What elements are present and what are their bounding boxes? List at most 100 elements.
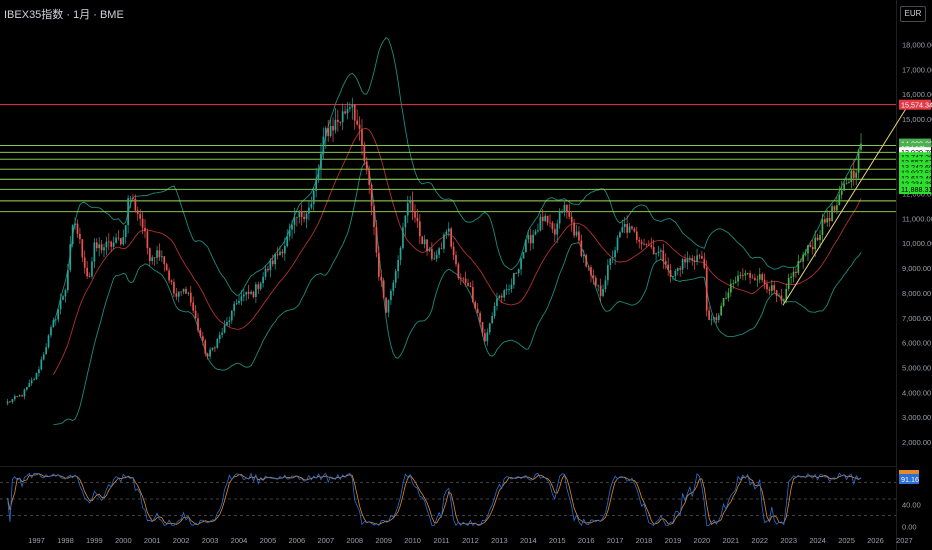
candle-body	[635, 231, 638, 240]
candle-body	[713, 317, 715, 320]
candle-body	[693, 260, 696, 262]
candle-body	[455, 255, 457, 265]
candle-body	[57, 309, 60, 320]
moving-average	[52, 128, 862, 375]
candle-body	[672, 276, 674, 277]
time-tick-label: 2006	[289, 536, 306, 545]
candle-body	[785, 288, 788, 300]
price-tick-label: 7,000.00	[902, 314, 931, 323]
candle-body	[226, 321, 228, 326]
candle-body	[667, 264, 669, 271]
candle-body	[136, 210, 139, 214]
candle-body	[341, 111, 344, 123]
candle-body	[768, 289, 771, 291]
candle-body	[276, 254, 279, 256]
candle-body	[134, 198, 137, 211]
candle-body	[257, 284, 260, 289]
candle-body	[127, 198, 129, 226]
candle-body	[452, 246, 455, 256]
candle-body	[604, 280, 607, 290]
candle-body	[631, 226, 633, 229]
candle-body	[520, 258, 522, 270]
candle-body	[139, 213, 142, 219]
candle-body	[623, 223, 626, 227]
candle-body	[199, 330, 202, 337]
candle-body	[459, 277, 462, 279]
candle-body	[551, 222, 554, 230]
candle-body	[443, 234, 445, 249]
candle-body	[23, 389, 26, 397]
candle-body	[701, 256, 703, 259]
candle-body	[698, 255, 701, 257]
candle-body	[657, 251, 660, 254]
candle-body	[790, 276, 792, 278]
candle-body	[505, 289, 508, 291]
candle-body	[739, 275, 742, 276]
candle-body	[746, 273, 749, 274]
candle-body	[320, 153, 322, 169]
candle-body	[18, 395, 21, 397]
candle-body	[271, 260, 274, 265]
candle-body	[281, 251, 284, 254]
candle-body	[688, 258, 691, 259]
candle-body	[435, 254, 438, 259]
candle-body	[329, 125, 332, 137]
candle-body	[356, 120, 358, 125]
candle-body	[522, 252, 525, 259]
price-tick-label: 2,000.00	[902, 438, 931, 447]
time-tick-label: 2023	[780, 536, 797, 545]
time-tick-label: 2004	[231, 536, 248, 545]
price-tick-label: 3,000.00	[902, 413, 931, 422]
candle-body	[481, 322, 484, 334]
candle-body	[197, 318, 199, 331]
candle-body	[71, 225, 74, 245]
bb-lower	[53, 162, 862, 426]
candle-body	[597, 285, 600, 287]
candle-body	[312, 190, 315, 204]
currency-button[interactable]: EUR	[900, 6, 926, 22]
stoch-tick-label: 0.00	[902, 523, 917, 532]
candle-body	[527, 235, 530, 240]
candle-body	[332, 125, 334, 131]
bollinger-bands	[52, 37, 862, 426]
candle-body	[365, 161, 368, 171]
candle-body	[21, 395, 23, 397]
candle-body	[361, 128, 363, 146]
candle-body	[153, 257, 156, 259]
candle-body	[607, 265, 609, 281]
candle-body	[399, 247, 402, 261]
candle-body	[344, 111, 346, 114]
candle-body	[836, 205, 838, 211]
candle-body	[754, 278, 756, 281]
candle-body	[855, 172, 858, 178]
candle-body	[488, 323, 491, 333]
candle-body	[303, 216, 305, 220]
candle-body	[729, 283, 732, 293]
candle-body	[382, 280, 385, 298]
time-tick-label: 2021	[722, 536, 739, 545]
pane-separator[interactable]	[0, 466, 896, 467]
candle-body	[426, 239, 428, 252]
candle-body	[28, 383, 31, 388]
price-label-bg	[899, 99, 931, 110]
candle-body	[556, 223, 559, 235]
candle-body	[377, 252, 380, 277]
candle-body	[228, 320, 231, 322]
candle-body	[380, 276, 383, 281]
candle-body	[734, 281, 737, 284]
candle-body	[819, 234, 821, 241]
candle-body	[594, 277, 597, 286]
candle-body	[240, 296, 243, 301]
candle-body	[763, 280, 766, 284]
candle-body	[816, 237, 819, 241]
candle-body	[339, 122, 342, 123]
candle-body	[223, 325, 226, 333]
stoch-value-label: 91.16	[901, 475, 919, 484]
candle-body	[180, 291, 182, 293]
candle-body	[206, 353, 209, 357]
candles	[6, 97, 862, 406]
candle-body	[216, 339, 219, 348]
candle-body	[317, 168, 320, 179]
candle-body	[472, 287, 474, 303]
